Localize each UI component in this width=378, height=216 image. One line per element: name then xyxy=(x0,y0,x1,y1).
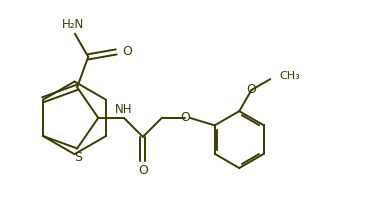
Text: O: O xyxy=(180,111,190,124)
Text: O: O xyxy=(246,83,256,97)
Text: S: S xyxy=(74,151,82,164)
Text: CH₃: CH₃ xyxy=(279,71,300,81)
Text: H₂N: H₂N xyxy=(62,18,84,31)
Text: O: O xyxy=(122,45,132,58)
Text: O: O xyxy=(138,164,148,176)
Text: NH: NH xyxy=(115,103,133,116)
